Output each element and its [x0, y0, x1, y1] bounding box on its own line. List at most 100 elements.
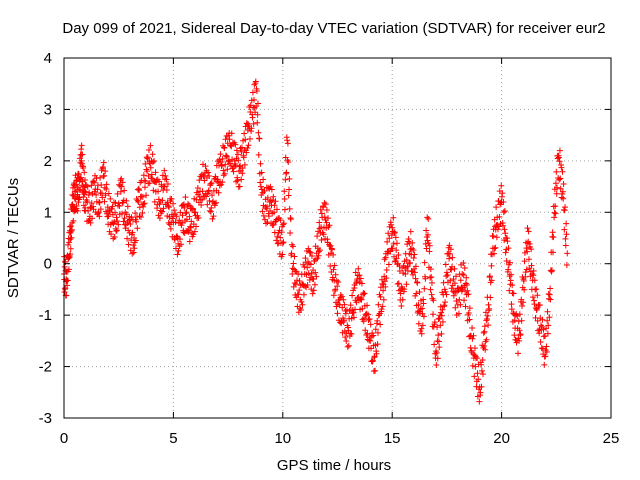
data-point	[252, 109, 259, 116]
data-point	[483, 336, 490, 343]
data-point	[178, 241, 185, 248]
data-point	[420, 313, 427, 320]
data-point	[408, 268, 415, 275]
data-point	[68, 202, 75, 209]
data-point	[64, 277, 71, 284]
data-point	[544, 308, 551, 315]
data-point	[171, 207, 178, 214]
data-point	[163, 187, 170, 194]
data-point	[305, 245, 312, 252]
data-point	[64, 282, 71, 289]
data-point	[219, 155, 226, 162]
data-point	[544, 330, 551, 337]
data-point	[311, 281, 318, 288]
data-point	[502, 230, 509, 237]
data-point	[290, 243, 297, 250]
data-point	[283, 134, 290, 141]
data-point	[481, 323, 488, 330]
data-point	[138, 193, 145, 200]
data-point	[273, 237, 280, 244]
data-point	[304, 282, 311, 289]
data-point	[312, 269, 319, 276]
data-point	[87, 219, 94, 226]
data-point	[321, 199, 328, 206]
data-point	[233, 178, 240, 185]
data-point	[308, 253, 315, 260]
data-point	[280, 220, 287, 227]
data-point	[223, 152, 230, 159]
data-point	[70, 192, 77, 199]
data-point	[381, 278, 388, 285]
data-point	[77, 159, 84, 166]
data-point	[540, 351, 547, 358]
data-point	[326, 222, 333, 229]
data-point	[171, 236, 178, 243]
data-point	[521, 286, 528, 293]
data-point	[465, 310, 472, 317]
data-point	[304, 264, 311, 271]
data-point	[150, 187, 157, 194]
data-point	[97, 206, 104, 213]
data-point	[408, 245, 415, 252]
data-point	[81, 169, 88, 176]
data-point	[83, 182, 90, 189]
data-point	[388, 221, 395, 228]
data-point	[331, 262, 338, 269]
data-point	[478, 361, 485, 368]
data-point	[267, 183, 274, 190]
data-point	[65, 266, 72, 273]
data-point	[438, 309, 445, 316]
data-point	[97, 174, 104, 181]
data-point	[418, 330, 425, 337]
data-point	[198, 171, 205, 178]
data-point	[239, 165, 246, 172]
data-point	[531, 301, 538, 308]
data-point	[255, 100, 262, 107]
data-point	[184, 200, 191, 207]
data-point	[478, 367, 485, 374]
data-point	[374, 341, 381, 348]
data-point	[404, 241, 411, 248]
data-point	[234, 177, 241, 184]
data-point	[539, 345, 546, 352]
data-point	[460, 260, 467, 267]
data-point	[298, 298, 305, 305]
data-point	[307, 249, 314, 256]
data-point	[217, 159, 224, 166]
data-point	[398, 302, 405, 309]
data-point	[149, 151, 156, 158]
data-point	[378, 306, 385, 313]
data-point	[195, 191, 202, 198]
data-point	[209, 215, 216, 222]
data-point	[310, 287, 317, 294]
data-point	[403, 281, 410, 288]
data-point	[182, 194, 189, 201]
data-point	[510, 290, 517, 297]
data-point	[127, 220, 134, 227]
data-point	[365, 316, 372, 323]
data-point	[562, 242, 569, 249]
data-point	[93, 191, 100, 198]
data-point	[84, 198, 91, 205]
data-point	[438, 312, 445, 319]
data-point	[260, 202, 267, 209]
data-point	[493, 234, 500, 241]
data-point	[422, 275, 429, 282]
data-point	[280, 239, 287, 246]
data-point	[557, 175, 564, 182]
data-point	[321, 214, 328, 221]
data-point	[427, 274, 434, 281]
data-point	[320, 231, 327, 238]
data-point	[544, 317, 551, 324]
data-point	[130, 249, 137, 256]
data-point	[88, 200, 95, 207]
data-point	[443, 273, 450, 280]
data-point	[369, 357, 376, 364]
data-point	[273, 206, 280, 213]
y-tick-label: -3	[39, 410, 52, 427]
data-point	[204, 201, 211, 208]
data-point	[524, 248, 531, 255]
data-point	[159, 208, 166, 215]
data-point	[119, 179, 126, 186]
data-point	[425, 240, 432, 247]
